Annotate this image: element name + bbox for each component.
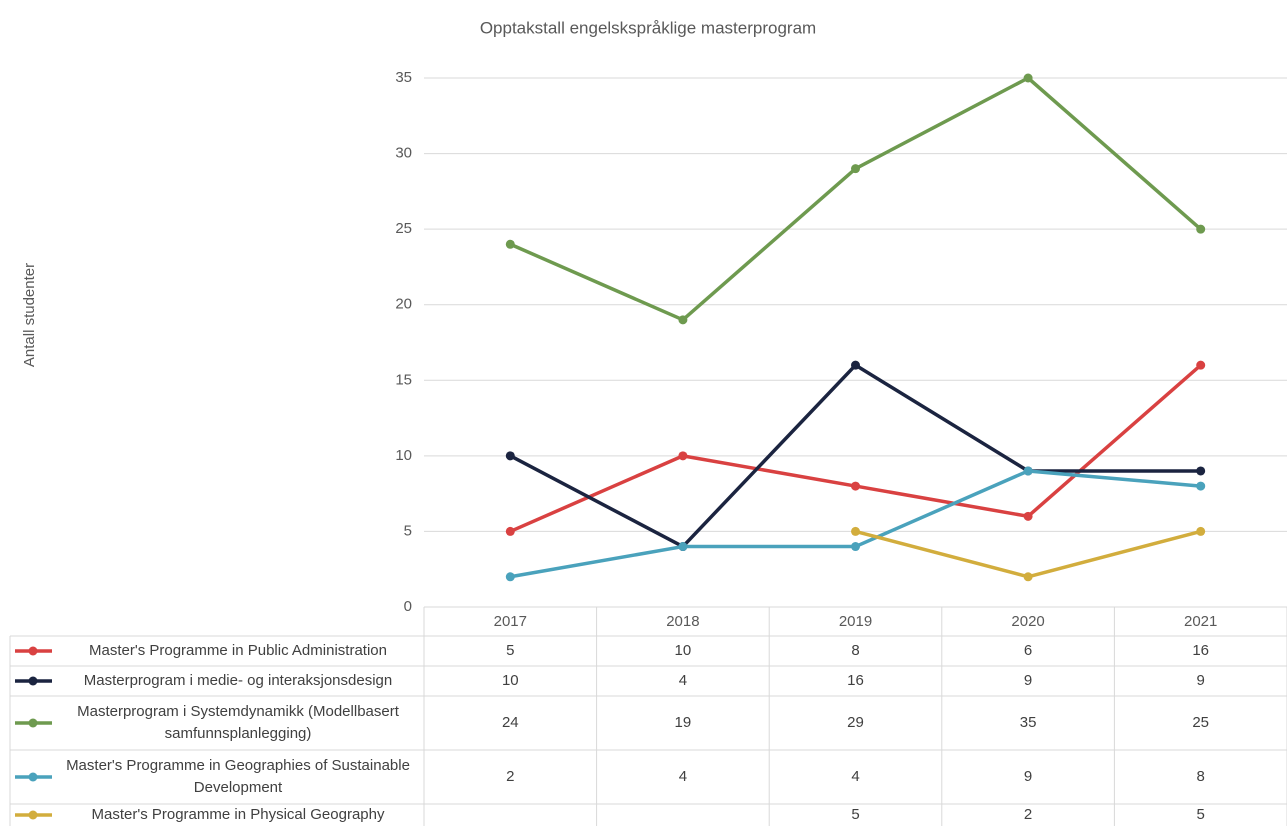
series-line: [509, 363, 1202, 534]
table-value: 10: [674, 642, 692, 659]
data-point: [1196, 481, 1206, 491]
table-value: 8: [1196, 768, 1205, 785]
table-value: 4: [851, 768, 860, 785]
y-tick-label: 10: [395, 447, 412, 464]
table-value: 35: [1019, 714, 1037, 731]
data-point: [505, 572, 515, 582]
table-value: 24: [501, 714, 519, 731]
data-point: [1023, 73, 1033, 83]
table-value: 4: [678, 768, 688, 785]
data-point: [851, 164, 860, 174]
y-axis-label: Antall studenter: [21, 263, 38, 367]
table-value: 10: [501, 672, 519, 689]
table-value: 4: [678, 672, 688, 689]
x-tick-label: 2019: [839, 613, 872, 630]
table-value: 2: [1023, 806, 1033, 823]
data-point: [1196, 360, 1206, 370]
y-tick-label: 0: [404, 598, 412, 615]
data-point: [678, 451, 688, 461]
data-point: [851, 526, 860, 536]
table-value: 16: [847, 672, 864, 689]
chart-title: Opptakstall engelskspråklige masterprogr…: [480, 18, 816, 37]
legend-label: Masterprogram i Systemdynamikk (Modellba…: [77, 703, 399, 742]
data-point: [505, 451, 515, 461]
legend-swatch-dot: [28, 772, 38, 782]
data-point: [505, 526, 515, 536]
data-point: [1196, 526, 1206, 536]
table-value: 6: [1023, 642, 1033, 659]
series-line: [855, 529, 1202, 579]
table-value: 29: [847, 714, 864, 731]
table-value: 9: [1196, 672, 1205, 689]
legend-swatch-dot: [28, 810, 38, 820]
data-point: [505, 239, 515, 249]
data-point: [678, 542, 688, 552]
legend-label: Master's Programme in Geographies of Sus…: [66, 757, 410, 796]
x-tick-label: 2017: [494, 613, 527, 630]
legend-swatch-dot: [28, 718, 38, 728]
data-point: [851, 360, 860, 370]
table-value: 2: [506, 768, 515, 785]
y-tick-label: 15: [395, 371, 412, 388]
series-line: [509, 76, 1202, 322]
y-tick-label: 30: [395, 145, 412, 162]
data-point: [1196, 466, 1206, 476]
data-point: [678, 315, 688, 325]
y-tick-label: 25: [395, 220, 412, 237]
table-value: 9: [1023, 768, 1033, 785]
data-point: [1023, 572, 1033, 582]
data-point: [1023, 511, 1033, 521]
table-value: 8: [851, 642, 860, 659]
data-point: [1023, 466, 1033, 476]
y-tick-label: 5: [404, 522, 412, 539]
y-tick-label: 20: [395, 296, 412, 313]
legend-swatch-dot: [28, 676, 38, 686]
table-value: 9: [1023, 672, 1033, 689]
legend-label: Master's Programme in Physical Geography: [91, 806, 385, 823]
data-point: [851, 481, 860, 491]
table-value: 5: [506, 642, 515, 659]
table-value: 5: [851, 806, 860, 823]
table-value: 5: [1196, 806, 1205, 823]
table-value: 19: [674, 714, 692, 731]
legend-swatch-dot: [28, 646, 38, 656]
table-value: 25: [1192, 714, 1210, 731]
table-value: 16: [1192, 642, 1210, 659]
data-point: [851, 542, 860, 552]
legend-label: Master's Programme in Public Administrat…: [89, 642, 387, 659]
data-point: [1196, 224, 1206, 234]
x-tick-label: 2020: [1011, 613, 1044, 630]
legend-label: Masterprogram i medie- og interaksjonsde…: [83, 672, 393, 689]
x-tick-label: 2021: [1184, 613, 1217, 630]
y-tick-label: 35: [395, 69, 412, 86]
x-tick-label: 2018: [666, 613, 699, 630]
